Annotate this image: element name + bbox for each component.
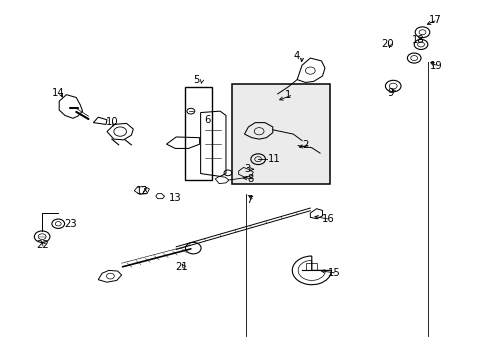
Text: 19: 19 [429, 61, 442, 71]
Text: 1: 1 [284, 90, 290, 100]
Text: 3: 3 [244, 164, 250, 174]
Text: 23: 23 [64, 219, 77, 229]
Text: 4: 4 [293, 50, 299, 60]
Bar [184, 87, 211, 180]
Text: 14: 14 [52, 88, 64, 98]
Text: 15: 15 [328, 268, 341, 278]
Text: 17: 17 [428, 15, 441, 25]
Text: 11: 11 [267, 154, 280, 164]
Text: 2: 2 [302, 140, 308, 150]
Text: 10: 10 [105, 117, 118, 127]
Text: 18: 18 [411, 35, 424, 45]
Text: 16: 16 [321, 215, 334, 224]
Text: 21: 21 [175, 262, 187, 272]
Text: 12: 12 [136, 186, 149, 197]
Text: 6: 6 [204, 115, 210, 125]
Bar [232, 84, 329, 184]
Text: 13: 13 [168, 193, 181, 203]
Text: 9: 9 [386, 88, 393, 98]
Text: 20: 20 [380, 40, 393, 49]
Text: 7: 7 [245, 195, 252, 205]
Text: 8: 8 [246, 174, 253, 184]
Text: 5: 5 [193, 75, 199, 85]
Text: 22: 22 [36, 240, 48, 250]
